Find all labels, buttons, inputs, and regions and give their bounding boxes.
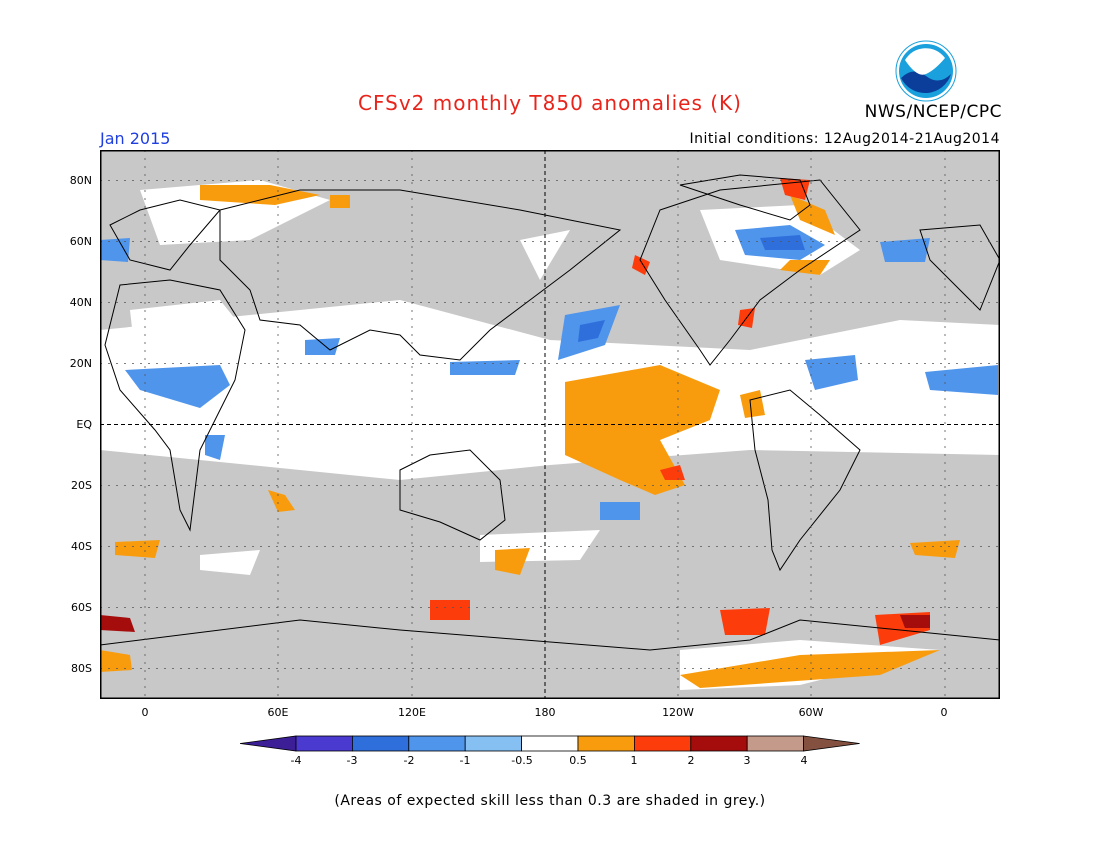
legend-label: 1 [630,754,638,767]
reference-lines [100,150,1000,699]
chart-title: CFSv2 monthly T850 anomalies (K) [358,91,742,115]
lat-label: 80N [69,174,92,187]
legend-swatch [352,735,410,752]
lat-label: 20N [69,357,92,370]
legend-label: 4 [800,754,808,767]
lon-label: 0 [940,706,948,719]
legend-swatch [240,735,297,752]
lon-label: 120W [662,706,694,719]
lon-label: 60E [267,706,289,719]
initial-conditions: Initial conditions: 12Aug2014-21Aug2014 [689,131,1000,147]
legend-swatch [690,735,748,752]
anomaly-map [100,150,1000,699]
legend-label: 3 [743,754,751,767]
lon-label: 60W [798,706,824,719]
agency-label: NWS/NCEP/CPC [864,102,1002,122]
legend-swatch [746,735,805,752]
legend-label: -3 [346,754,358,767]
legend-swatch [295,735,353,752]
footnote: (Areas of expected skill less than 0.3 a… [334,793,766,809]
legend-label: -0.5 [511,754,533,767]
lon-label: 0 [141,706,149,719]
legend-swatches [240,735,860,752]
lat-label: 40N [69,296,92,309]
legend-label: -4 [290,754,302,767]
forecast-month: Jan 2015 [100,129,171,148]
lat-label: 40S [71,540,92,553]
legend-swatch [803,735,860,752]
legend-label: 0.5 [569,754,587,767]
lat-label: 80S [71,662,92,675]
lat-label: 60N [69,235,92,248]
color-legend [240,735,860,752]
lat-label: 20S [71,479,92,492]
legend-swatch [464,735,522,752]
legend-swatch [521,735,579,752]
legend-label: 2 [687,754,695,767]
lon-label: 120E [398,706,426,719]
lat-label: 60S [71,601,92,614]
legend-swatch [633,735,692,752]
legend-swatch [408,735,466,752]
coastlines [100,174,1000,651]
lon-label: 180 [534,706,556,719]
grid-lines [100,150,1000,699]
legend-label: -2 [403,754,415,767]
legend-label: -1 [459,754,471,767]
lat-label: EQ [76,418,92,431]
noaa-logo [895,40,957,102]
legend-swatch [577,735,635,752]
